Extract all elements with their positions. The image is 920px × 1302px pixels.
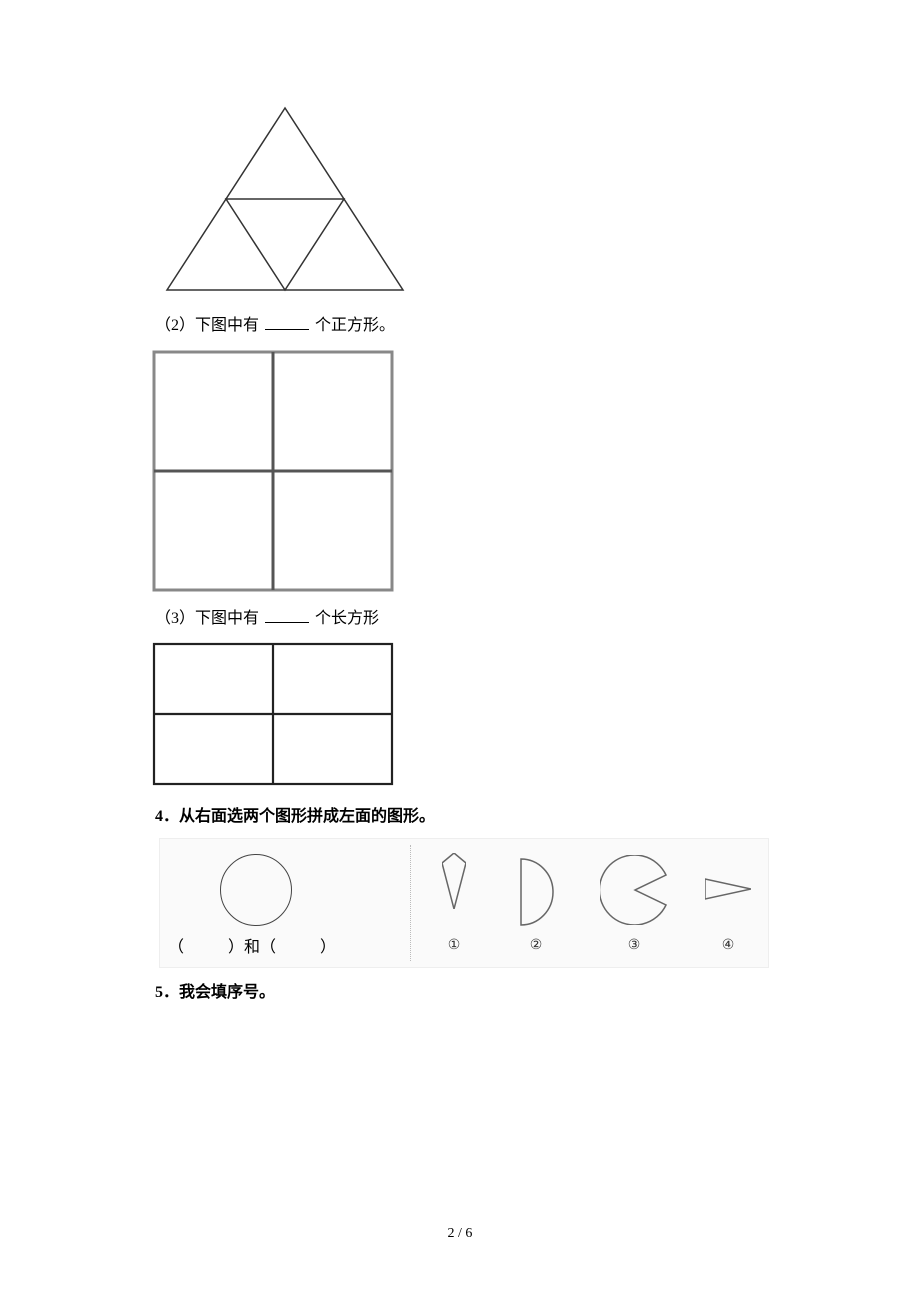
q3-prefix: （3）下图中有 [155,610,259,627]
q4-fill-and: ）和（ [228,939,276,956]
page-content: （2）下图中有 个正方形。 （3）下图中有 个长方形 4．从右面选两个图形拼成左… [0,0,920,1005]
q3-suffix: 个长方形 [315,610,379,627]
q3-blank[interactable] [265,609,309,623]
option-3-shape [600,855,670,925]
question-2-line: （2）下图中有 个正方形。 [155,313,770,339]
option-1-shape [442,853,466,909]
triangle-diagram [155,100,415,300]
q4-fill-left: （ [168,939,184,956]
option-4-label: ④ [718,937,738,954]
question-5-title: 5．我会填序号。 [155,980,770,1006]
question-3-line: （3）下图中有 个长方形 [155,606,770,632]
option-2-shape [515,857,555,927]
page-number: 2 / 6 [0,1226,920,1242]
q2-blank[interactable] [265,316,309,330]
rect-grid-diagram [151,641,395,787]
q2-prefix: （2）下图中有 [155,317,259,334]
figure-rect-grid [151,641,770,792]
q2-suffix: 个正方形。 [315,317,395,334]
q4-divider [410,845,411,961]
figure-square-grid [151,349,770,598]
q4-panel: （ ）和（ ） ① ② ③ ④ [159,838,769,968]
option-1-label: ① [444,937,464,954]
q4-left-region: （ ）和（ ） [160,839,410,967]
question-4-title: 4．从右面选两个图形拼成左面的图形。 [155,804,770,830]
option-3-label: ③ [624,937,644,954]
option-4-shape [705,867,751,911]
square-grid-diagram [151,349,395,593]
q4-fill-right: ） [320,939,336,956]
figure-triangle [155,100,770,305]
option-2-label: ② [526,937,546,954]
circle-target-shape [220,854,292,926]
q4-fill-text: （ ）和（ ） [168,933,336,957]
